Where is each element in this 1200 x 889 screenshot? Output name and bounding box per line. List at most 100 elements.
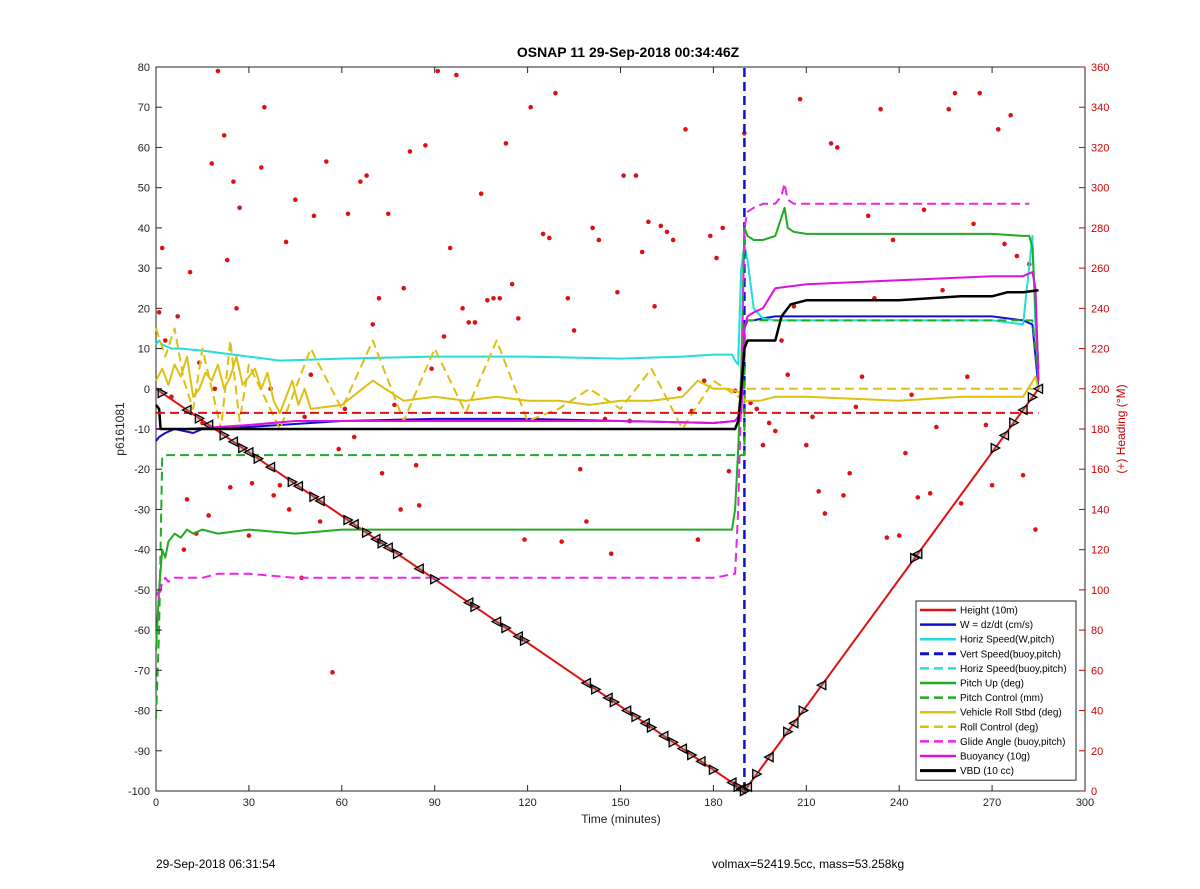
triangle-marker [382,541,393,554]
x-tick-label: 0 [153,797,159,809]
heading-point [565,295,571,301]
heading-point [416,503,422,508]
y-right-tick-label: 240 [1091,303,1109,315]
heading-point [336,446,342,452]
heading-point [385,211,391,217]
triangle-marker [631,711,642,723]
heading-point [927,491,933,496]
heading-point [324,159,329,164]
series-line-4 [737,268,743,357]
y-tick-label: 80 [138,62,150,74]
legend-entry: Buoyancy (10g) [960,752,1030,763]
triangle-marker [998,429,1010,441]
heading-point [934,424,939,430]
legend-entry: Glide Angle (buoy,pitch) [960,737,1065,748]
heading-point [683,127,688,132]
heading-point [884,535,890,540]
heading-point [522,537,527,542]
heading-point [878,106,883,112]
triangle-marker [609,696,621,708]
series-line-5 [155,206,1040,651]
heading-point [392,402,397,408]
triangle-marker [194,412,206,424]
triangle-marker [1009,417,1020,429]
y-tick-label: -70 [134,665,150,677]
heading-point [231,179,236,184]
x-tick-label: 300 [1076,797,1094,809]
heading-point [286,507,292,512]
y-axis-right-label: (+) Heading (°M) [1114,384,1128,473]
y-tick-label: 60 [138,142,150,154]
triangle-marker [243,446,254,458]
y-tick-label: -80 [134,706,150,718]
triangle-marker [911,548,923,560]
heading-point [224,257,230,263]
triangle-marker [219,429,231,441]
triangle-marker [287,476,299,488]
heading-point [317,519,323,524]
triangle-marker [519,635,531,647]
y-tick-label: 30 [138,263,150,275]
heading-point [946,106,952,112]
heading-point [478,191,484,196]
footer-volmax-mass: volmax=52419.5cc, mass=53.258kg [712,857,905,871]
triangle-marker [910,552,921,564]
heading-point [720,225,725,231]
heading-point [865,213,871,219]
heading-point [249,481,255,486]
y-tick-label: 10 [138,344,150,356]
triangle-marker [1017,404,1028,416]
heading-point [633,173,639,178]
heading-point [407,149,413,154]
triangle-marker [620,704,632,717]
triangle-marker [668,736,680,748]
triangle-marker [763,751,774,763]
triangle-marker [264,461,276,473]
x-tick-label: 30 [243,797,255,809]
heading-point [516,316,521,321]
heading-point [293,197,298,203]
heading-point [859,374,865,380]
heading-point [1008,112,1013,118]
heading-point [652,304,657,309]
triangle-marker [343,514,354,526]
heading-point [466,320,472,325]
triangle-marker [413,563,424,575]
triangle-marker [580,677,592,689]
y-tick-label: -40 [134,545,150,557]
triangle-marker [292,480,304,492]
triangle-marker [202,419,214,431]
y-right-tick-label: 80 [1091,625,1103,637]
heading-point [754,406,760,412]
y-tick-label: -100 [128,786,150,798]
y-right-tick-label: 340 [1091,102,1109,114]
heading-point [401,285,407,291]
legend-entry: Vert Speed(buoy,pitch) [960,649,1061,660]
y-right-tick-label: 360 [1091,62,1109,74]
heading-point [159,245,165,251]
triangle-marker [309,491,320,503]
heading-point [206,513,211,518]
heading-point [156,310,162,315]
heading-point [454,72,459,78]
heading-point [376,295,382,301]
heading-point [965,374,970,380]
heading-point [215,68,221,74]
heading-point [342,406,348,412]
heading-point [429,366,434,371]
legend-entry: Pitch Control (mm) [960,693,1043,704]
y-tick-label: 70 [138,102,150,114]
y-right-tick-label: 100 [1091,585,1109,597]
heading-point [639,249,645,255]
heading-point [995,127,1001,132]
y-right-tick-label: 20 [1091,746,1103,758]
triangle-marker [157,387,169,399]
x-tick-label: 210 [797,797,815,809]
triangle-marker [676,743,688,755]
y-tick-label: -60 [134,625,150,637]
heading-point [804,442,809,448]
heading-point [330,670,335,675]
legend-box [915,600,1077,781]
triangle-marker [314,495,325,507]
